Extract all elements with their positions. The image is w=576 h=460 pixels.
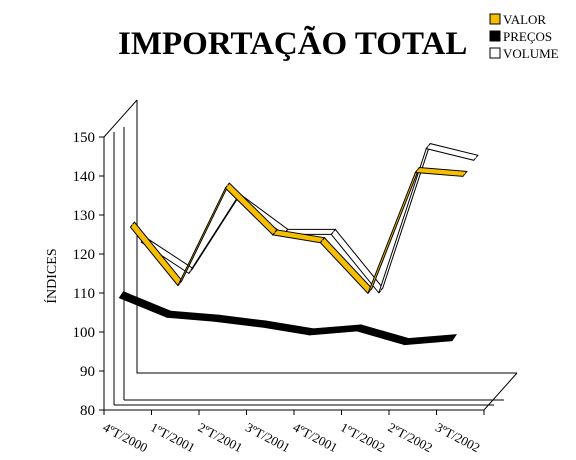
x-tick-label: 1ºT/2002 bbox=[338, 419, 388, 455]
data-point bbox=[475, 157, 477, 159]
series-segment bbox=[414, 166, 468, 177]
x-tick-label: 2ºT/2002 bbox=[386, 419, 436, 455]
legend-swatch bbox=[489, 13, 501, 25]
data-point bbox=[263, 323, 265, 325]
series-segment bbox=[356, 324, 410, 346]
series-volume bbox=[140, 143, 479, 294]
data-point bbox=[168, 313, 170, 315]
y-tick-label: 120 bbox=[73, 247, 96, 263]
chart-title: IMPORTAÇÃO TOTAL bbox=[118, 25, 467, 62]
y-tick-label: 150 bbox=[73, 130, 96, 146]
chart-frame bbox=[103, 99, 518, 411]
y-axis-label: ÍNDICES bbox=[43, 248, 60, 303]
data-point bbox=[131, 224, 133, 226]
series-segment bbox=[378, 143, 431, 294]
x-axis-ticks: 4ºT/20001ºT/20012ºT/20013ºT/20014ºT/2001… bbox=[101, 410, 485, 455]
data-point bbox=[358, 327, 360, 329]
series-segment bbox=[367, 167, 420, 294]
data-point bbox=[321, 239, 323, 241]
y-tick-label: 100 bbox=[73, 325, 96, 341]
data-point bbox=[226, 185, 228, 187]
top-depth-edge bbox=[103, 99, 138, 138]
y-tick-label: 140 bbox=[73, 169, 96, 185]
series-segment bbox=[177, 182, 230, 286]
y-tick-label: 90 bbox=[80, 364, 95, 380]
data-point bbox=[464, 173, 466, 175]
series-segment bbox=[213, 314, 267, 328]
data-point bbox=[216, 317, 217, 319]
legend-label: VALOR bbox=[503, 12, 546, 27]
data-point bbox=[190, 270, 192, 272]
series-segment bbox=[425, 143, 479, 161]
x-tick-label: 4ºT/2001 bbox=[291, 419, 341, 455]
x-tick-label: 3ºT/2001 bbox=[243, 419, 293, 455]
y-tick-label: 110 bbox=[73, 286, 95, 302]
data-point bbox=[453, 337, 455, 339]
series-segment bbox=[224, 182, 278, 236]
x-tick-label: 2ºT/2001 bbox=[196, 419, 246, 455]
series-segment bbox=[308, 324, 362, 336]
data-point bbox=[369, 290, 371, 292]
series-segment bbox=[403, 334, 457, 346]
legend-label: VOLUME bbox=[503, 46, 559, 61]
y-tick-label: 80 bbox=[80, 403, 95, 419]
x-tick-label: 4ºT/2000 bbox=[101, 419, 151, 455]
data-point bbox=[274, 231, 276, 233]
series-segment bbox=[166, 310, 220, 322]
series-layer bbox=[118, 143, 479, 346]
x-tick-label: 1ºT/2001 bbox=[148, 419, 198, 455]
data-point bbox=[311, 331, 312, 333]
y-axis-ticks: 80 90 100 110 120 130 140 150 bbox=[73, 130, 104, 419]
y-tick-label: 130 bbox=[73, 208, 96, 224]
x-tick-label: 3ºT/2002 bbox=[433, 419, 483, 455]
series-segment bbox=[129, 221, 183, 287]
left-floor-edge bbox=[103, 137, 518, 411]
legend: VALOR PREÇOS VOLUME bbox=[489, 12, 559, 61]
series-segment bbox=[118, 291, 172, 318]
data-point bbox=[179, 282, 181, 284]
data-point bbox=[121, 294, 122, 296]
back-wall bbox=[136, 100, 517, 374]
series-segment bbox=[261, 320, 315, 336]
legend-label: PREÇOS bbox=[503, 29, 552, 44]
legend-swatch bbox=[489, 47, 501, 59]
data-point bbox=[332, 231, 334, 233]
data-point bbox=[416, 169, 418, 171]
series-segment bbox=[188, 193, 241, 274]
data-point bbox=[427, 145, 429, 147]
data-point bbox=[406, 341, 407, 343]
data-point bbox=[380, 289, 382, 291]
series-valor bbox=[129, 166, 468, 295]
legend-swatch bbox=[489, 30, 501, 42]
series-preços bbox=[118, 291, 457, 346]
